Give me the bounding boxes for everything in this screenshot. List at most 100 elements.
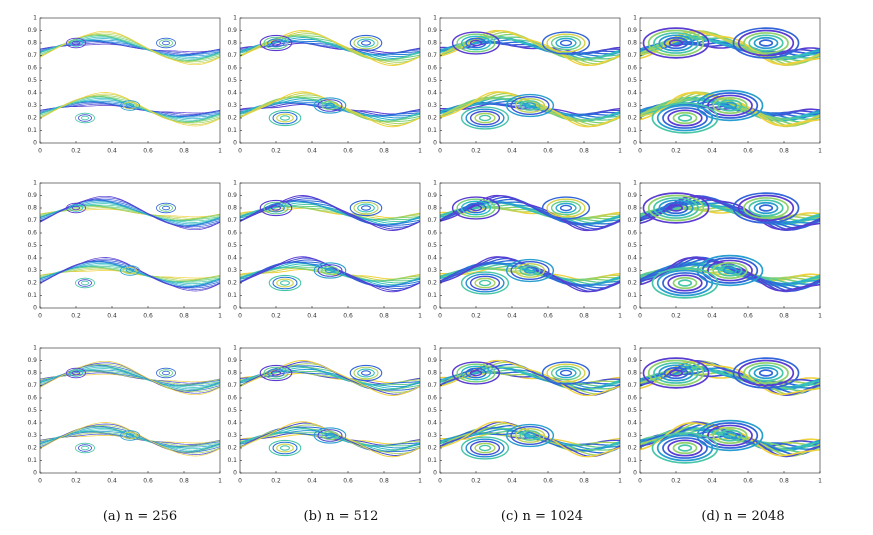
x-tick-label: 0.6 — [343, 478, 353, 485]
contour-swirl — [357, 38, 375, 48]
contour-swirl — [158, 369, 173, 377]
contour-swirl — [66, 37, 87, 49]
contour-swirl — [276, 278, 294, 288]
contour-swirl — [667, 274, 703, 292]
contour-swirl — [456, 33, 496, 53]
y-tick-label: 0.9 — [27, 357, 37, 364]
x-tick-label: 1 — [618, 148, 622, 155]
y-tick-label: 1 — [33, 345, 37, 352]
x-tick-label: 0.4 — [307, 313, 317, 320]
y-tick-label: 0.5 — [27, 77, 37, 84]
contour-line — [640, 257, 820, 292]
contour-swirl — [81, 445, 90, 451]
x-tick-label: 0.2 — [71, 313, 81, 320]
y-tick-label: 0.6 — [227, 230, 237, 237]
contour-swirl — [469, 369, 483, 377]
contour-swirl — [555, 202, 577, 214]
contour-swirl — [268, 274, 302, 292]
x-tick-label: 1 — [818, 478, 822, 485]
y-tick-label: 0.8 — [27, 370, 37, 377]
y-tick-label: 0.3 — [427, 267, 437, 274]
y-tick-label: 0.8 — [427, 40, 437, 47]
contour-swirl — [465, 273, 505, 293]
contour-swirl — [465, 367, 487, 379]
x-tick-label: 0.8 — [379, 313, 389, 320]
x-tick-label: 0.6 — [543, 478, 553, 485]
y-tick-label: 0.8 — [627, 40, 637, 47]
contour-swirl — [158, 204, 173, 212]
x-tick-label: 0 — [638, 313, 642, 320]
contour-swirl — [324, 432, 336, 439]
contour-swirl — [653, 32, 699, 54]
contour-swirl — [161, 370, 170, 376]
contour-swirl — [505, 258, 555, 283]
y-tick-label: 0.3 — [27, 432, 37, 439]
contour-swirl — [550, 200, 582, 216]
contour-swirl — [270, 370, 282, 376]
contour-swirl — [732, 27, 800, 59]
contour-swirl — [662, 272, 708, 294]
contour-swirl — [663, 201, 689, 215]
contour-swirl — [324, 102, 336, 109]
contour-swirl — [712, 261, 748, 280]
contour-swirl — [120, 265, 141, 276]
contour-swirl — [270, 40, 282, 46]
contour-line — [40, 426, 220, 453]
contour-line — [40, 92, 220, 127]
x-tick-label: 0.2 — [271, 313, 281, 320]
panel — [440, 29, 620, 130]
contour-line — [40, 431, 220, 447]
y-tick-label: 0.6 — [627, 230, 637, 237]
contour-swirl — [546, 363, 586, 383]
y-tick-label: 0.6 — [27, 395, 37, 402]
x-tick-label: 0.8 — [779, 313, 789, 320]
x-tick-label: 0 — [438, 148, 442, 155]
contour-swirl — [353, 201, 379, 215]
panel — [440, 194, 620, 295]
contour-swirl — [737, 359, 795, 387]
contour-swirl — [460, 436, 510, 460]
x-tick-label: 0 — [438, 313, 442, 320]
y-tick-label: 1 — [433, 345, 437, 352]
y-tick-label: 0 — [633, 305, 637, 312]
contour-line — [40, 200, 220, 226]
x-tick-label: 0.4 — [507, 313, 517, 320]
contour-swirl — [523, 432, 537, 439]
contour-swirl — [658, 199, 694, 217]
y-tick-label: 0 — [33, 305, 37, 312]
y-tick-label: 0.4 — [427, 255, 437, 262]
contour-swirl — [267, 38, 285, 48]
contour-swirl — [317, 99, 343, 112]
x-tick-label: 0.8 — [579, 478, 589, 485]
contour-swirl — [663, 366, 689, 380]
contour-line — [40, 261, 220, 287]
contour-swirl — [276, 443, 294, 453]
contour-swirl — [66, 367, 87, 379]
y-tick-label: 0 — [233, 470, 237, 477]
y-tick-label: 1 — [633, 345, 637, 352]
contour-swirl — [460, 200, 492, 216]
y-tick-label: 0.4 — [27, 255, 37, 262]
y-tick-label: 0.4 — [427, 90, 437, 97]
x-tick-label: 0.8 — [579, 313, 589, 320]
y-tick-label: 0.5 — [27, 407, 37, 414]
y-tick-label: 0.2 — [227, 445, 237, 452]
contour-swirl — [667, 439, 703, 457]
x-tick-label: 0.4 — [507, 478, 517, 485]
contour-swirl — [469, 204, 483, 212]
y-tick-label: 0.5 — [427, 242, 437, 249]
x-tick-label: 0 — [438, 478, 442, 485]
contour-swirl — [78, 279, 93, 287]
contour-swirl — [550, 365, 582, 381]
contour-swirl — [642, 27, 710, 59]
contour-swirl — [456, 198, 496, 218]
contour-swirl — [78, 444, 93, 452]
x-tick-label: 0.2 — [71, 148, 81, 155]
contour-line — [40, 207, 220, 219]
x-tick-label: 0 — [38, 148, 42, 155]
contour-line — [40, 41, 220, 55]
x-tick-label: 0.8 — [779, 148, 789, 155]
contour-swirl — [737, 194, 795, 222]
y-tick-label: 0.8 — [427, 205, 437, 212]
y-tick-label: 0.9 — [227, 192, 237, 199]
